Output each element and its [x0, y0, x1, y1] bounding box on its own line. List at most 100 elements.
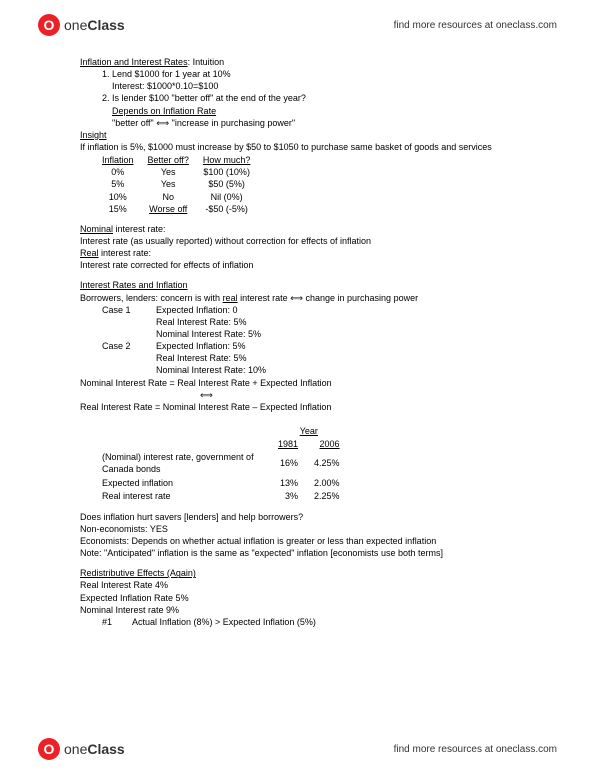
brand-name-footer: oneClass [64, 741, 125, 757]
cell: 0% [102, 166, 148, 178]
case1-line: Nominal Interest Rate: 5% [102, 328, 515, 340]
table-row: 0% Yes $100 (10%) [102, 166, 264, 178]
li-subtext: "better off" ⟺ "increase in purchasing p… [112, 117, 515, 129]
equation-symbol: ⟺ [200, 389, 515, 401]
case2-line: Nominal Interest Rate: 10% [102, 364, 515, 376]
table-row: (Nominal) interest rate, government of C… [102, 451, 356, 476]
logo-circle-icon: O [38, 14, 60, 36]
real-definition: Interest rate corrected for effects of i… [80, 259, 515, 271]
answer-line: Non-economists: YES [80, 523, 515, 535]
cell: 5% [102, 178, 148, 190]
num-label: #1 [102, 616, 132, 628]
cell: Yes [148, 166, 203, 178]
case2: Case 2Expected Inflation: 5% [102, 340, 515, 352]
brand-name-light: one [64, 741, 87, 757]
cell: Yes [148, 178, 203, 190]
intuition-list: Lend $1000 for 1 year at 10% Interest: $… [98, 68, 515, 129]
col-header: Inflation [102, 154, 148, 166]
year-label: Year [300, 426, 318, 436]
rates-heading: Interest Rates and Inflation [80, 279, 515, 291]
brand-logo: O oneClass [38, 14, 125, 36]
table-header-row: Inflation Better off? How much? [102, 154, 264, 166]
cell: -$50 (-5%) [203, 203, 265, 215]
table-row: Year [102, 425, 356, 438]
cell: No [148, 191, 203, 203]
redist-numbered: #1Actual Inflation (8%) > Expected Infla… [102, 616, 515, 628]
page-header: O oneClass find more resources at onecla… [0, 0, 595, 46]
table-row: 15% Worse off -$50 (-5%) [102, 203, 264, 215]
case1-line: Real Interest Rate: 5% [102, 316, 515, 328]
cell: Real interest rate [102, 490, 278, 503]
equation1: Nominal Interest Rate = Real Interest Ra… [80, 377, 515, 389]
list-item: Lend $1000 for 1 year at 10% Interest: $… [112, 68, 515, 92]
brand-name-bold: Class [87, 17, 124, 33]
txt: Real Interest Rate: 5% [156, 317, 247, 327]
txt: Borrowers, lenders: concern is with [80, 293, 223, 303]
cell: 2.00% [314, 477, 356, 490]
num-text: Actual Inflation (8%) > Expected Inflati… [132, 617, 316, 627]
cell: $50 (5%) [203, 178, 265, 190]
col-header: 1981 [278, 438, 314, 451]
inflation-table: Inflation Better off? How much? 0% Yes $… [102, 154, 264, 215]
table-row: 5% Yes $50 (5%) [102, 178, 264, 190]
cell: Nil (0%) [203, 191, 265, 203]
case2-line: Real Interest Rate: 5% [102, 352, 515, 364]
case1-label: Case 1 [102, 304, 156, 316]
real-tail: interest rate: [99, 248, 152, 258]
nominal-definition: Interest rate (as usually reported) with… [80, 235, 515, 247]
cell: 10% [102, 191, 148, 203]
txt-u: real [223, 293, 238, 303]
li-subtext: Interest: $1000*0.10=$100 [112, 80, 515, 92]
section-inflation-intuition-heading: Inflation and Interest Rates: Intuition [80, 56, 515, 68]
insight-label: Insight [80, 129, 515, 141]
footer-resources-link[interactable]: find more resources at oneclass.com [394, 744, 557, 755]
txt: interest rate ⟺ change in purchasing pow… [238, 293, 419, 303]
insight-text: If inflation is 5%, $1000 must increase … [80, 141, 515, 153]
redist-line: Expected Inflation Rate 5% [80, 592, 515, 604]
page-footer: O oneClass find more resources at onecla… [0, 738, 595, 760]
nominal-tail: interest rate: [113, 224, 166, 234]
case2-label: Case 2 [102, 340, 156, 352]
table-row: Expected inflation 13% 2.00% [102, 477, 356, 490]
cell: 3% [278, 490, 314, 503]
brand-name: oneClass [64, 17, 125, 33]
brand-name-bold: Class [87, 741, 124, 757]
table-row: 1981 2006 [102, 438, 356, 451]
table-row: Real interest rate 3% 2.25% [102, 490, 356, 503]
cell-underline: Worse off [148, 203, 203, 215]
cell: 15% [102, 203, 148, 215]
equation2: Real Interest Rate = Nominal Interest Ra… [80, 401, 515, 413]
redist-line: Real Interest Rate 4% [80, 579, 515, 591]
nominal-label: Nominal [80, 224, 113, 234]
li-text: Is lender $100 "better off" at the end o… [112, 93, 306, 103]
note-line: Note: "Anticipated" inflation is the sam… [80, 547, 515, 559]
real-label: Real [80, 248, 99, 258]
real-label-line: Real interest rate: [80, 247, 515, 259]
heading-tail: : Intuition [188, 57, 225, 67]
redist-line: Nominal Interest rate 9% [80, 604, 515, 616]
header-resources-link[interactable]: find more resources at oneclass.com [394, 20, 557, 31]
table-row: 10% No Nil (0%) [102, 191, 264, 203]
brand-name-light: one [64, 17, 87, 33]
question-line: Does inflation hurt savers [lenders] and… [80, 511, 515, 523]
cell: 4.25% [314, 451, 356, 476]
logo-circle-icon: O [38, 738, 60, 760]
cell: $100 (10%) [203, 166, 265, 178]
cell: 16% [278, 451, 314, 476]
case1: Case 1Expected Inflation: 0 [102, 304, 515, 316]
li-text: Lend $1000 for 1 year at 10% [112, 69, 231, 79]
brand-logo-footer: O oneClass [38, 738, 125, 760]
cell: 2.25% [314, 490, 356, 503]
heading-underline: Inflation and Interest Rates [80, 57, 188, 67]
nominal-label-line: Nominal interest rate: [80, 223, 515, 235]
redistributive-heading: Redistributive Effects (Again) [80, 567, 515, 579]
document-body: Inflation and Interest Rates: Intuition … [0, 46, 595, 628]
answer-line: Economists: Depends on whether actual in… [80, 535, 515, 547]
list-item: Is lender $100 "better off" at the end o… [112, 92, 515, 128]
cell: (Nominal) interest rate, government of C… [102, 451, 278, 476]
year-table: Year 1981 2006 (Nominal) interest rate, … [102, 425, 356, 503]
case2-line: Expected Inflation: 5% [156, 341, 246, 351]
cell: 13% [278, 477, 314, 490]
rates-intro: Borrowers, lenders: concern is with real… [80, 292, 515, 304]
txt: Nominal Interest Rate: 10% [156, 365, 266, 375]
